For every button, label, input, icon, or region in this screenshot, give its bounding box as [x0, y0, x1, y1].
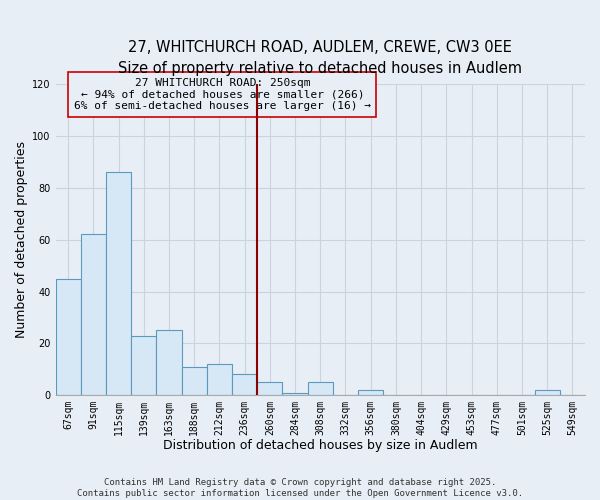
Bar: [131, 336, 157, 395]
Bar: [358, 390, 383, 395]
Bar: [283, 392, 308, 395]
Text: 27 WHITCHURCH ROAD: 250sqm
← 94% of detached houses are smaller (266)
6% of semi: 27 WHITCHURCH ROAD: 250sqm ← 94% of deta…: [74, 78, 371, 111]
Bar: [106, 172, 131, 395]
Y-axis label: Number of detached properties: Number of detached properties: [15, 141, 28, 338]
Bar: [207, 364, 232, 395]
X-axis label: Distribution of detached houses by size in Audlem: Distribution of detached houses by size …: [163, 440, 478, 452]
Text: Contains HM Land Registry data © Crown copyright and database right 2025.
Contai: Contains HM Land Registry data © Crown c…: [77, 478, 523, 498]
Bar: [535, 390, 560, 395]
Bar: [157, 330, 182, 395]
Bar: [182, 366, 207, 395]
Title: 27, WHITCHURCH ROAD, AUDLEM, CREWE, CW3 0EE
Size of property relative to detache: 27, WHITCHURCH ROAD, AUDLEM, CREWE, CW3 …: [118, 40, 522, 76]
Bar: [56, 278, 81, 395]
Bar: [232, 374, 257, 395]
Bar: [81, 234, 106, 395]
Bar: [257, 382, 283, 395]
Bar: [308, 382, 333, 395]
